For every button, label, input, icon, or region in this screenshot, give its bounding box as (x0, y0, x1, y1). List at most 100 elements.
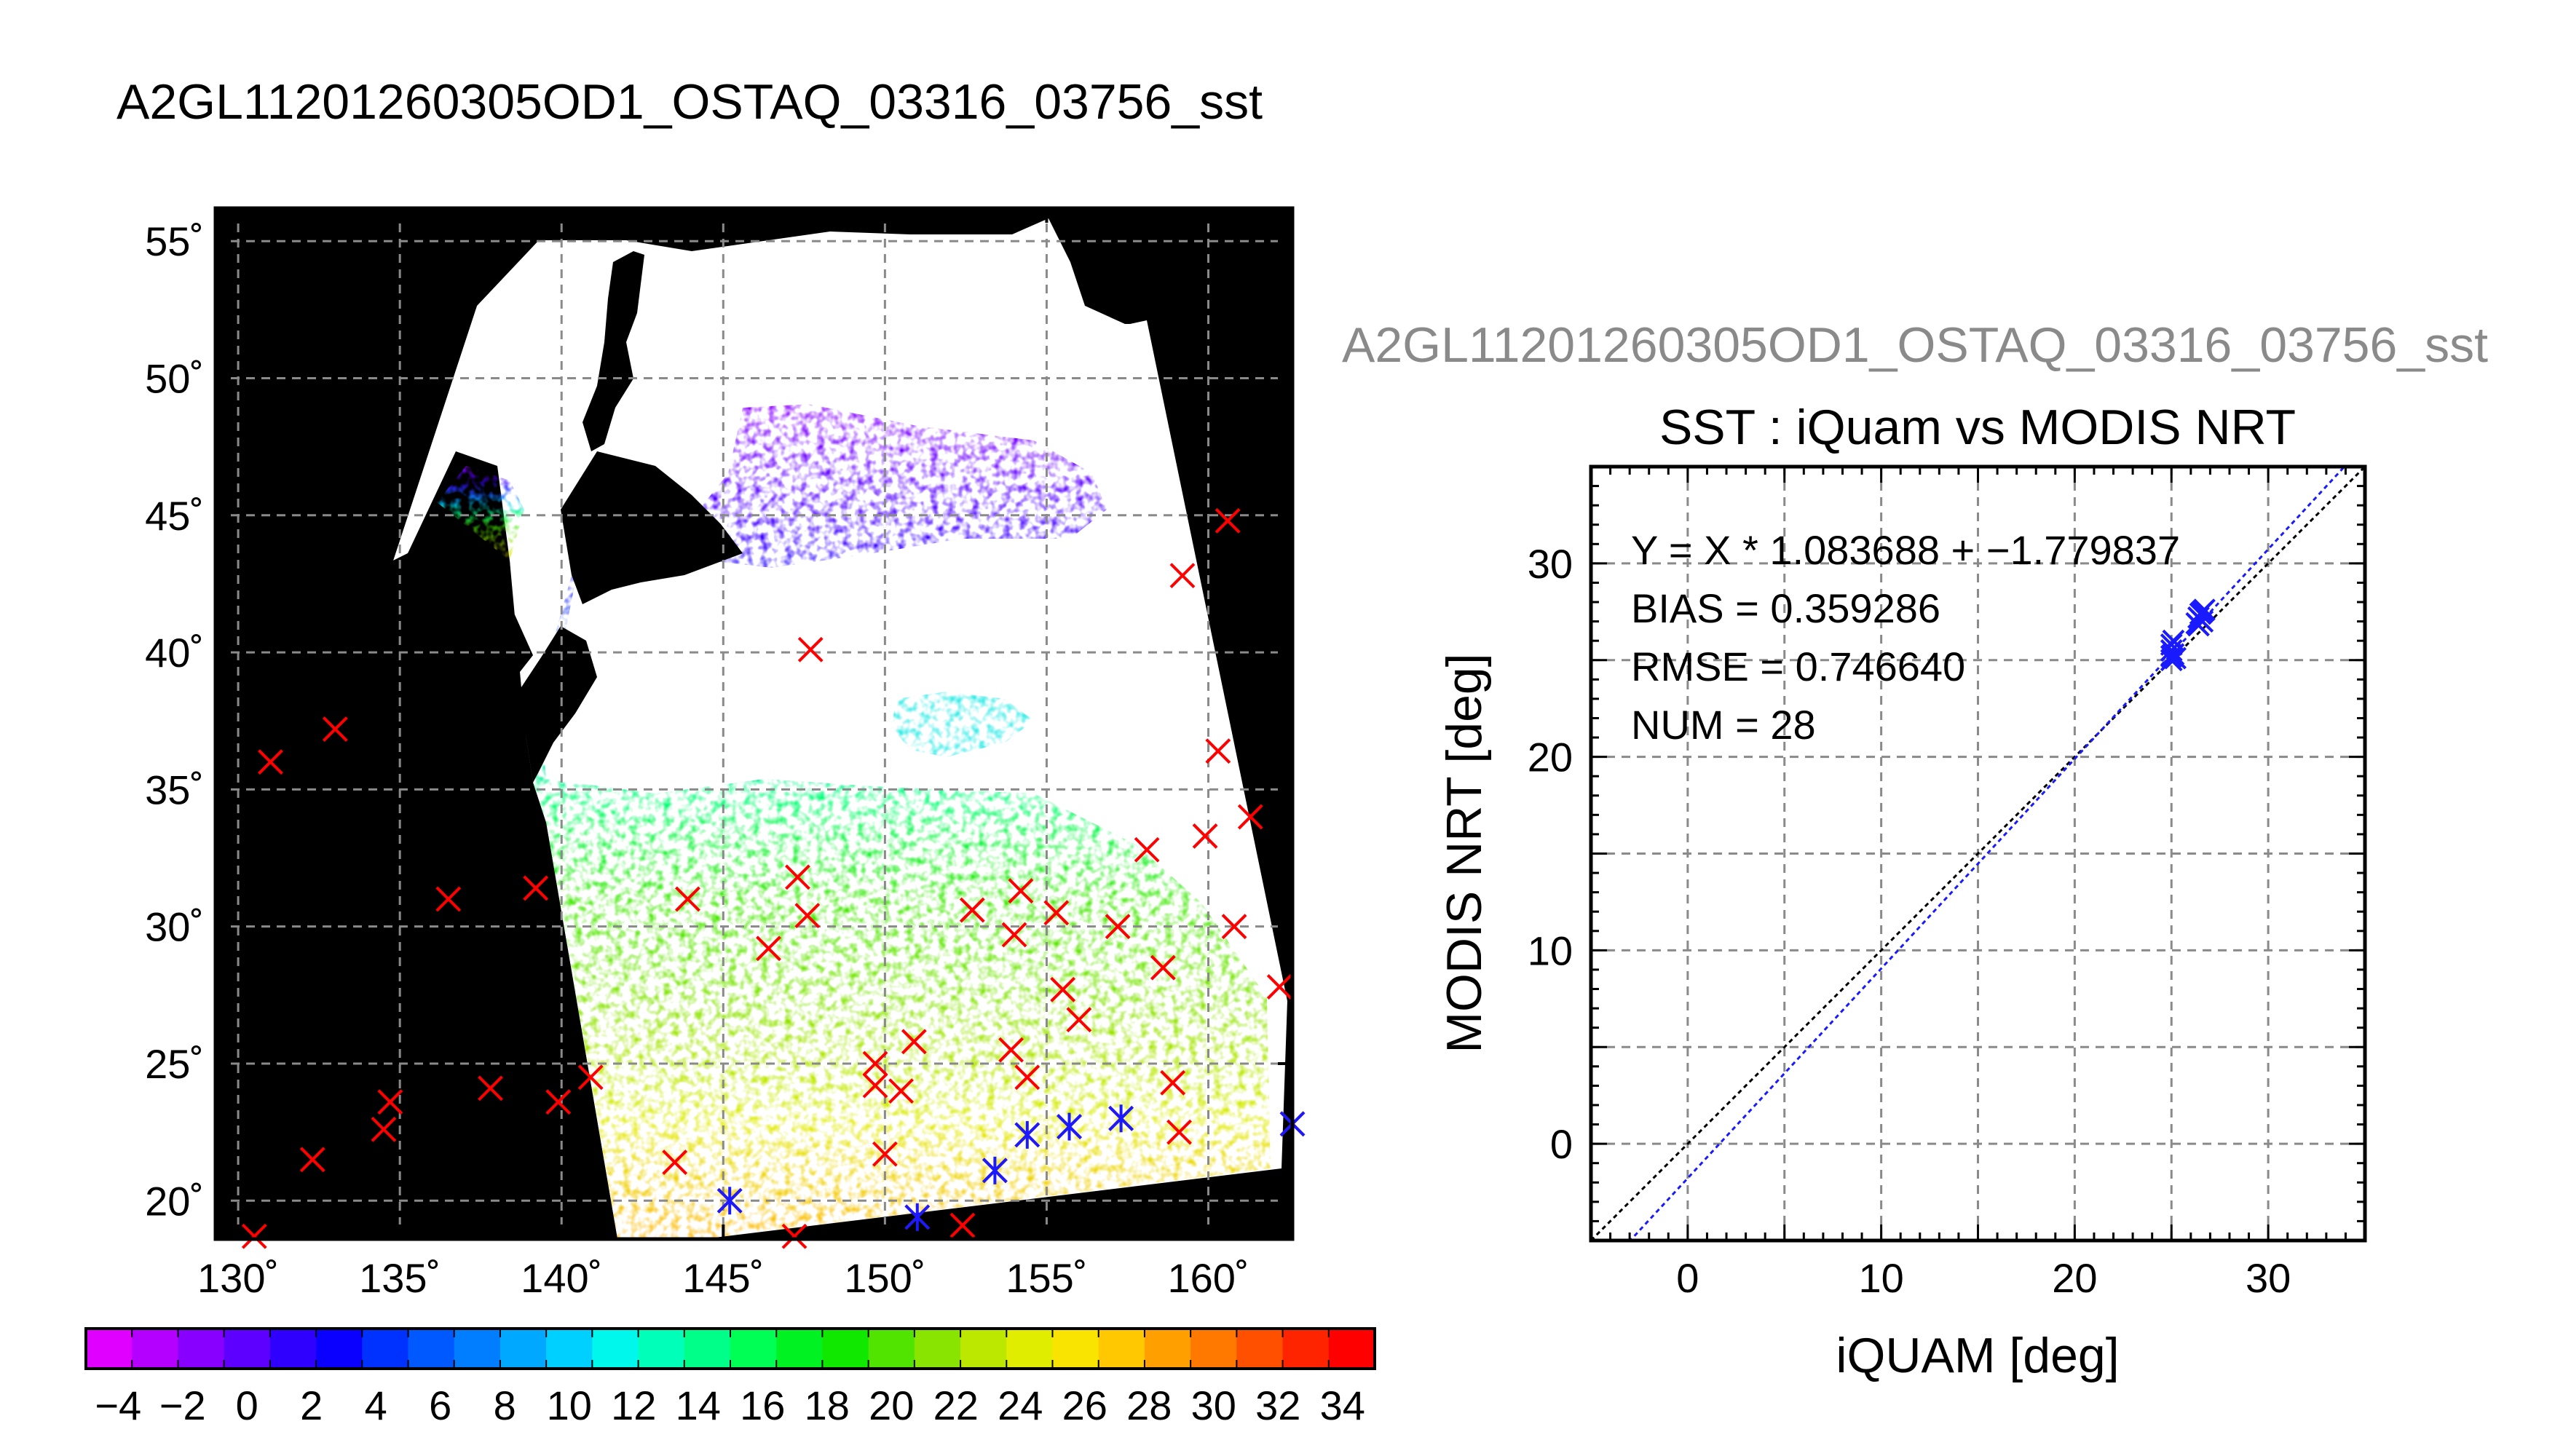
map-marker-red-stroke (478, 1075, 503, 1101)
scatter-annotation: RMSE = 0.746640 (1631, 644, 1965, 689)
map-labels: 130˚ 135˚ 140˚ 145˚ 150˚ 155˚ 160˚ 20˚ 25˚ 30˚ 35˚… (145, 218, 1249, 1301)
map-marker-red-stroke (545, 1089, 572, 1115)
fit-line (1628, 467, 2346, 1241)
map-marker-red-stroke (1192, 823, 1218, 849)
map-marker-red (1160, 1069, 1186, 1096)
map-lat-label: 50˚ (145, 355, 204, 401)
scatter-ytick-label: 20 (1528, 735, 1573, 780)
scatter-point-stroke (2187, 614, 2210, 637)
map-marker-red-stroke (862, 1051, 888, 1077)
map-lat-label: 55˚ (145, 218, 204, 264)
map-marker-red-stroke (872, 1141, 898, 1167)
map-marker-red (785, 864, 810, 890)
map-lon-label: 145˚ (682, 1255, 764, 1301)
map-marker-red-stroke (1266, 974, 1292, 1000)
map-marker-red (1043, 900, 1070, 926)
map-marker-red-stroke (949, 1212, 976, 1238)
map-marker-red (258, 749, 283, 775)
map-marker-red (1266, 974, 1292, 1000)
map-marker-red (1150, 954, 1176, 981)
colorbar-label: 8 (494, 1382, 516, 1428)
colorbar-swatch (822, 1329, 869, 1369)
map-frame (213, 206, 1295, 1241)
sst-map: 130˚ 135˚ 140˚ 145˚ 150˚ 155˚ 160˚ 20˚ 25˚ 30˚ 35˚… (145, 206, 1306, 1301)
map-marker-red (1215, 507, 1241, 534)
map-marker-red-stroke (797, 636, 824, 662)
scatter-annotations: Y = X * 1.083688 + −1.779837 BIAS = 0.359… (1631, 527, 2180, 748)
colorbar: −4 −2 0 2 4 6 8 10 12 14 16 18 20 22 24 26 28 30 32 34 (84, 1327, 1376, 1428)
map-marker-red-stroke (1205, 738, 1231, 764)
map-lat-label: 40˚ (145, 630, 204, 676)
scatter-ytick-label: 0 (1550, 1121, 1573, 1167)
sst-field (533, 404, 1271, 1239)
sst-field-cyan (892, 692, 1034, 757)
map-marker-red (662, 1150, 688, 1175)
map-marker-red (862, 1051, 888, 1077)
colorbar-swatch (960, 1329, 1007, 1369)
scatter-ytick-label: 10 (1528, 927, 1573, 973)
map-marker-red (872, 1141, 898, 1167)
map-marker-red (901, 1029, 927, 1055)
map-lat-label: 45˚ (145, 493, 204, 539)
map-marker-red-stroke (299, 1147, 325, 1173)
colorbar-swatch (546, 1329, 593, 1369)
land-black-left (216, 208, 617, 1239)
scatter-ytick-label: 30 (1528, 541, 1573, 587)
map-lat-label: 20˚ (145, 1178, 204, 1224)
map-marker-red-stroke (785, 864, 810, 890)
colorbar-swatch (408, 1329, 455, 1369)
map-marker-red (1014, 1064, 1040, 1091)
map-marker-red (756, 935, 781, 962)
map-marker-red (1192, 823, 1218, 849)
map-marker-red-stroke (371, 1116, 397, 1142)
colorbar-label: 24 (998, 1382, 1043, 1428)
map-marker-red (1008, 878, 1034, 904)
map-marker-red-stroke (1160, 1069, 1186, 1096)
map-marker-red-stroke (675, 886, 700, 912)
map-marker-red (998, 1037, 1024, 1063)
colorbar-swatch (1006, 1329, 1054, 1369)
colorbar-swatch (86, 1329, 133, 1369)
map-marker-red-stroke (888, 1078, 914, 1104)
map-marker-red-stroke (435, 886, 462, 912)
colorbar-swatch (362, 1329, 409, 1369)
scatter-point (2193, 598, 2216, 622)
map-marker-red (675, 886, 700, 912)
map-marker-red (888, 1078, 914, 1104)
colorbar-swatch (178, 1329, 225, 1369)
scatter-point-stroke (2193, 598, 2216, 622)
map-grid (216, 208, 1292, 1239)
colorbar-label: 2 (300, 1382, 323, 1428)
map-marker-red (478, 1075, 503, 1101)
colorbar-frame (84, 1327, 1376, 1370)
map-lon-label: 160˚ (1167, 1255, 1249, 1301)
map-marker-red-stroke (1221, 914, 1247, 940)
map-marker-red (1237, 804, 1263, 830)
map-marker-red-stroke (322, 716, 348, 742)
map-marker-red-stroke (377, 1089, 403, 1115)
map-marker-red (377, 1089, 403, 1115)
map-marker-red (1205, 738, 1231, 764)
colorbar-label: 18 (805, 1382, 850, 1428)
map-marker-red-stroke (1150, 954, 1176, 981)
colorbar-label: −2 (159, 1382, 206, 1428)
map-marker-red-stroke (1001, 922, 1027, 948)
map-lon-label: 130˚ (197, 1255, 279, 1301)
map-marker-red (241, 1223, 267, 1249)
figure-title: A2GL11201260305OD1_OSTAQ_03316_03756_sst (117, 74, 1263, 130)
map-marker-red (1169, 563, 1196, 589)
map-marker-red-stroke (1134, 836, 1160, 863)
scatter-ylabel: MODIS NRT [deg] (1437, 653, 1492, 1053)
colorbar-label: 28 (1126, 1382, 1172, 1428)
scatter-ticks: 0 10 20 30 0 10 20 30 (1528, 465, 2366, 1301)
colorbar-swatch (1144, 1329, 1191, 1369)
map-marker-red-stroke (959, 897, 985, 923)
map-marker-red (794, 903, 821, 929)
map-marker-red (577, 1064, 604, 1091)
map-marker-red-stroke (1237, 804, 1263, 830)
colorbar-swatch (132, 1329, 179, 1369)
colorbar-swatch (684, 1329, 731, 1369)
scatter-annotation: Y = X * 1.083688 + −1.779837 (1631, 527, 2180, 573)
colorbar-label: 0 (236, 1382, 258, 1428)
